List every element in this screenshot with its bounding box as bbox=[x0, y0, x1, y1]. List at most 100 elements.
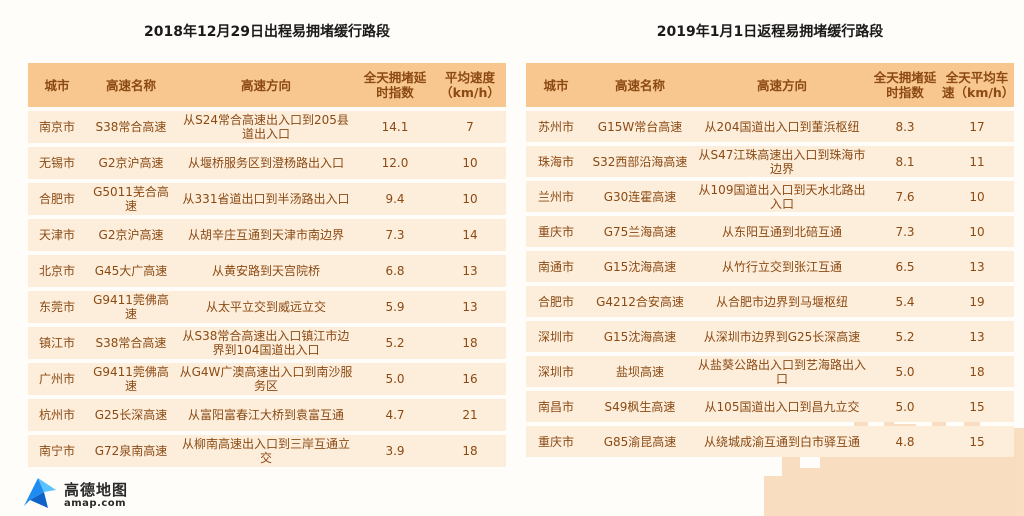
cell-highway: G25长深高速 bbox=[86, 399, 176, 431]
cell-delay-index: 14.1 bbox=[356, 111, 434, 143]
amap-logo-name: 高德地图 bbox=[64, 481, 129, 499]
cell-city: 南京市 bbox=[28, 111, 86, 143]
cell-delay-index: 5.2 bbox=[356, 327, 434, 359]
cell-avg-speed: 13 bbox=[940, 321, 1014, 352]
cell-avg-speed: 13 bbox=[434, 255, 506, 287]
cell-direction: 从绕城成渝互通到白市驿互通 bbox=[694, 426, 870, 457]
table-row: 深圳市 G15沈海高速 从深圳市边界到G25长深高速 5.2 13 bbox=[526, 321, 1014, 352]
column-header-city: 城市 bbox=[526, 63, 586, 107]
cell-city: 杭州市 bbox=[28, 399, 86, 431]
column-header-highway: 高速名称 bbox=[86, 63, 176, 107]
cell-highway: 盐坝高速 bbox=[586, 356, 694, 387]
cell-delay-index: 8.3 bbox=[870, 111, 940, 142]
outbound-congestion-panel: 2018年12月29日出程易拥堵缓行路段 城市 高速名称 高速方向 全天拥堵延时指数平… bbox=[28, 0, 506, 471]
cell-direction: 从S47江珠高速出入口到珠海市边界 bbox=[694, 146, 870, 177]
cell-avg-speed: 16 bbox=[434, 363, 506, 395]
cell-city: 东莞市 bbox=[28, 291, 86, 323]
cell-avg-speed: 15 bbox=[940, 391, 1014, 422]
cell-direction: 从331省道出口到半汤路出入口 bbox=[176, 183, 356, 215]
table-row: 重庆市 G85渝昆高速 从绕城成渝互通到白市驿互通 4.8 15 bbox=[526, 426, 1014, 457]
cell-delay-index: 6.5 bbox=[870, 251, 940, 282]
cell-highway: G4212合安高速 bbox=[586, 286, 694, 317]
cell-avg-speed: 18 bbox=[434, 327, 506, 359]
cell-avg-speed: 18 bbox=[434, 435, 506, 467]
return-congestion-table: 城市 高速名称 高速方向 全天拥堵延时指数 全天平均车速（km/h） 苏州市 G15W常台… bbox=[526, 59, 1014, 461]
cell-city: 北京市 bbox=[28, 255, 86, 287]
cell-city: 重庆市 bbox=[526, 426, 586, 457]
table-row: 重庆市 G75兰海高速 从东阳互通到北碚互通 7.3 10 bbox=[526, 216, 1014, 247]
cell-highway: G5011芜合高速 bbox=[86, 183, 176, 215]
cell-delay-index: 5.2 bbox=[870, 321, 940, 352]
column-header-avg-speed: 平均速度（km/h） bbox=[434, 63, 506, 107]
cell-direction: 从东阳互通到北碚互通 bbox=[694, 216, 870, 247]
cell-direction: 从盐葵公路出入口到艺海路出入口 bbox=[694, 356, 870, 387]
column-header-delay-index: 全天拥堵延时指数 bbox=[870, 63, 940, 107]
cell-avg-speed: 18 bbox=[940, 356, 1014, 387]
cell-delay-index: 5.0 bbox=[870, 391, 940, 422]
return-table-title: 2019年1月1日返程易拥堵缓行路段 bbox=[656, 24, 884, 40]
cell-city: 天津市 bbox=[28, 219, 86, 251]
cell-city: 合肥市 bbox=[28, 183, 86, 215]
cell-city: 珠海市 bbox=[526, 146, 586, 177]
cell-highway: G9411莞佛高速 bbox=[86, 363, 176, 395]
cell-direction: 从S38常合高速出入口镇江市边界到104国道出入口 bbox=[176, 327, 356, 359]
cell-direction: 从G4W广澳高速出入口到南沙服务区 bbox=[176, 363, 356, 395]
cell-highway: G15沈海高速 bbox=[586, 321, 694, 352]
cell-delay-index: 5.9 bbox=[356, 291, 434, 323]
cell-highway: G30连霍高速 bbox=[586, 181, 694, 212]
column-header-avg-speed: 全天平均车速（km/h） bbox=[940, 63, 1014, 107]
cell-delay-index: 7.3 bbox=[870, 216, 940, 247]
table-row: 东莞市 G9411莞佛高速 从太平立交到威远立交 5.9 13 bbox=[28, 291, 506, 323]
cell-avg-speed: 14 bbox=[434, 219, 506, 251]
cell-delay-index: 7.6 bbox=[870, 181, 940, 212]
cell-direction: 从堰桥服务区到澄杨路出入口 bbox=[176, 147, 356, 179]
cell-direction: 从黄安路到天宫院桥 bbox=[176, 255, 356, 287]
table-row: 苏州市 G15W常台高速 从204国道出入口到董浜枢纽 8.3 17 bbox=[526, 111, 1014, 142]
table-row: 深圳市 盐坝高速 从盐葵公路出入口到艺海路出入口 5.0 18 bbox=[526, 356, 1014, 387]
cell-delay-index: 4.8 bbox=[870, 426, 940, 457]
cell-highway: G2京沪高速 bbox=[86, 219, 176, 251]
table-row: 南京市 S38常合高速 从S24常合高速出入口到205县道出入口 14.1 7 bbox=[28, 111, 506, 143]
cell-highway: S49枫生高速 bbox=[586, 391, 694, 422]
amap-logo-site: amap.com bbox=[64, 498, 127, 509]
cell-avg-speed: 10 bbox=[940, 216, 1014, 247]
amap-logo: 高德地图 amap.com bbox=[22, 476, 162, 512]
cell-city: 深圳市 bbox=[526, 356, 586, 387]
table-row: 南通市 G15沈海高速 从竹行立交到张江互通 6.5 13 bbox=[526, 251, 1014, 282]
cell-delay-index: 4.7 bbox=[356, 399, 434, 431]
cell-highway: G85渝昆高速 bbox=[586, 426, 694, 457]
cell-city: 苏州市 bbox=[526, 111, 586, 142]
cell-highway: G9411莞佛高速 bbox=[86, 291, 176, 323]
table-row: 杭州市 G25长深高速 从富阳富春江大桥到袁富互通 4.7 21 bbox=[28, 399, 506, 431]
cell-direction: 从合肥市边界到马堰枢纽 bbox=[694, 286, 870, 317]
cell-avg-speed: 21 bbox=[434, 399, 506, 431]
cell-avg-speed: 13 bbox=[940, 251, 1014, 282]
cell-city: 深圳市 bbox=[526, 321, 586, 352]
cell-city: 无锡市 bbox=[28, 147, 86, 179]
cell-delay-index: 5.0 bbox=[870, 356, 940, 387]
outbound-table-title: 2018年12月29日出程易拥堵缓行路段 bbox=[144, 24, 390, 40]
cell-avg-speed: 10 bbox=[940, 181, 1014, 212]
cell-delay-index: 12.0 bbox=[356, 147, 434, 179]
table-row: 合肥市 G5011芜合高速 从331省道出口到半汤路出入口 9.4 10 bbox=[28, 183, 506, 215]
cell-delay-index: 5.0 bbox=[356, 363, 434, 395]
cell-avg-speed: 10 bbox=[434, 183, 506, 215]
table-row: 镇江市 S38常合高速 从S38常合高速出入口镇江市边界到104国道出入口 5.2 18 bbox=[28, 327, 506, 359]
cell-avg-speed: 15 bbox=[940, 426, 1014, 457]
cell-city: 兰州市 bbox=[526, 181, 586, 212]
cell-delay-index: 5.4 bbox=[870, 286, 940, 317]
table-row: 珠海市 S32西部沿海高速 从S47江珠高速出入口到珠海市边界 8.1 11 bbox=[526, 146, 1014, 177]
column-header-delay-index: 全天拥堵延时指数 bbox=[356, 63, 434, 107]
column-header-highway: 高速名称 bbox=[586, 63, 694, 107]
cell-avg-speed: 19 bbox=[940, 286, 1014, 317]
cell-delay-index: 8.1 bbox=[870, 146, 940, 177]
cell-direction: 从竹行立交到张江互通 bbox=[694, 251, 870, 282]
cell-delay-index: 7.3 bbox=[356, 219, 434, 251]
cell-highway: G2京沪高速 bbox=[86, 147, 176, 179]
cell-city: 镇江市 bbox=[28, 327, 86, 359]
table-row: 无锡市 G2京沪高速 从堰桥服务区到澄杨路出入口 12.0 10 bbox=[28, 147, 506, 179]
column-header-city: 城市 bbox=[28, 63, 86, 107]
cell-avg-speed: 7 bbox=[434, 111, 506, 143]
cell-direction: 从109国道出入口到天水北路出入口 bbox=[694, 181, 870, 212]
cell-direction: 从深圳市边界到G25长深高速 bbox=[694, 321, 870, 352]
